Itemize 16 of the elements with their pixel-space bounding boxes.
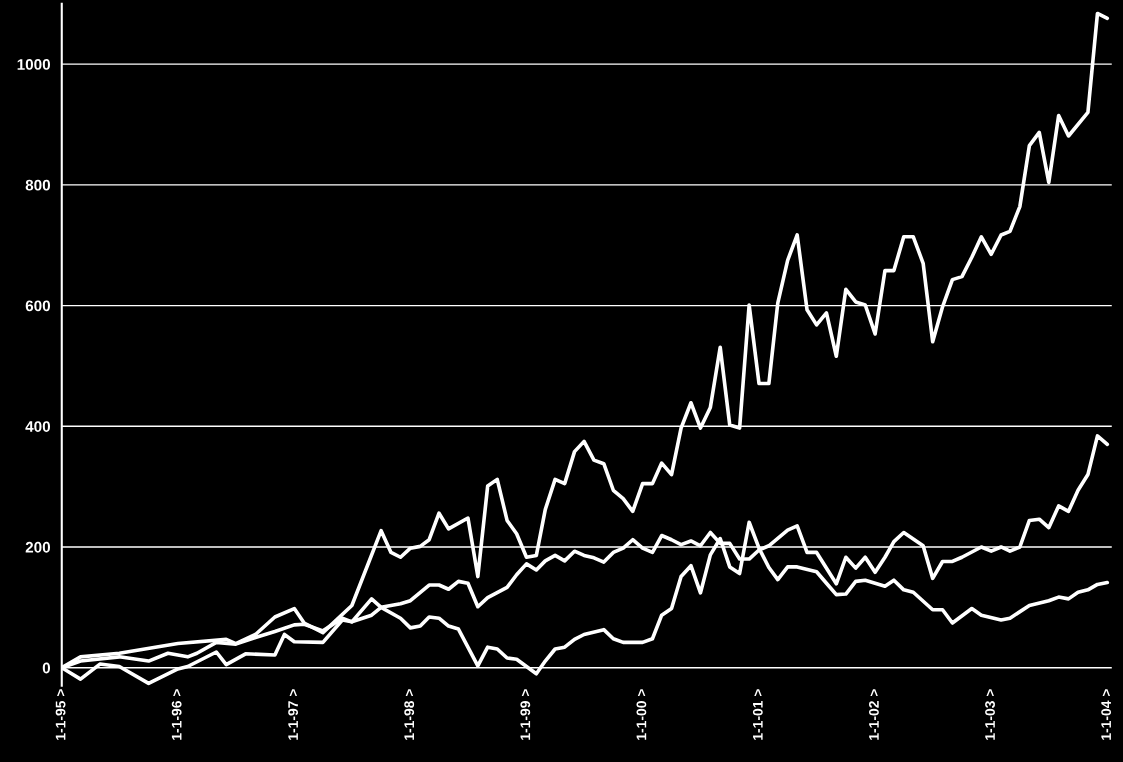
x-tick-label: 1-1-02 > <box>869 689 879 740</box>
x-tick-label: 1-1-01 > <box>752 689 763 740</box>
x-tick-label: 1-1-95 > <box>55 689 66 740</box>
y-tick-label: 1000 <box>17 59 51 70</box>
y-tick-label: 400 <box>25 421 51 432</box>
x-tick-label: 1-1-04 > <box>1101 689 1112 740</box>
y-tick-label: 600 <box>25 300 51 312</box>
x-tick-label: 1-1-98 > <box>404 689 415 740</box>
y-tick-label: 200 <box>25 541 51 553</box>
x-tick-label: 1-1-03 > <box>985 689 995 740</box>
x-tick-label: 1-1-99 > <box>520 689 531 740</box>
x-tick-label: 1-1-97 > <box>288 689 299 740</box>
y-tick-label: 800 <box>25 179 51 191</box>
y-tick-label: 0 <box>42 662 51 674</box>
x-tick-label: 1-1-00 > <box>636 689 647 740</box>
x-tick-label: 1-1-96 > <box>171 689 182 740</box>
